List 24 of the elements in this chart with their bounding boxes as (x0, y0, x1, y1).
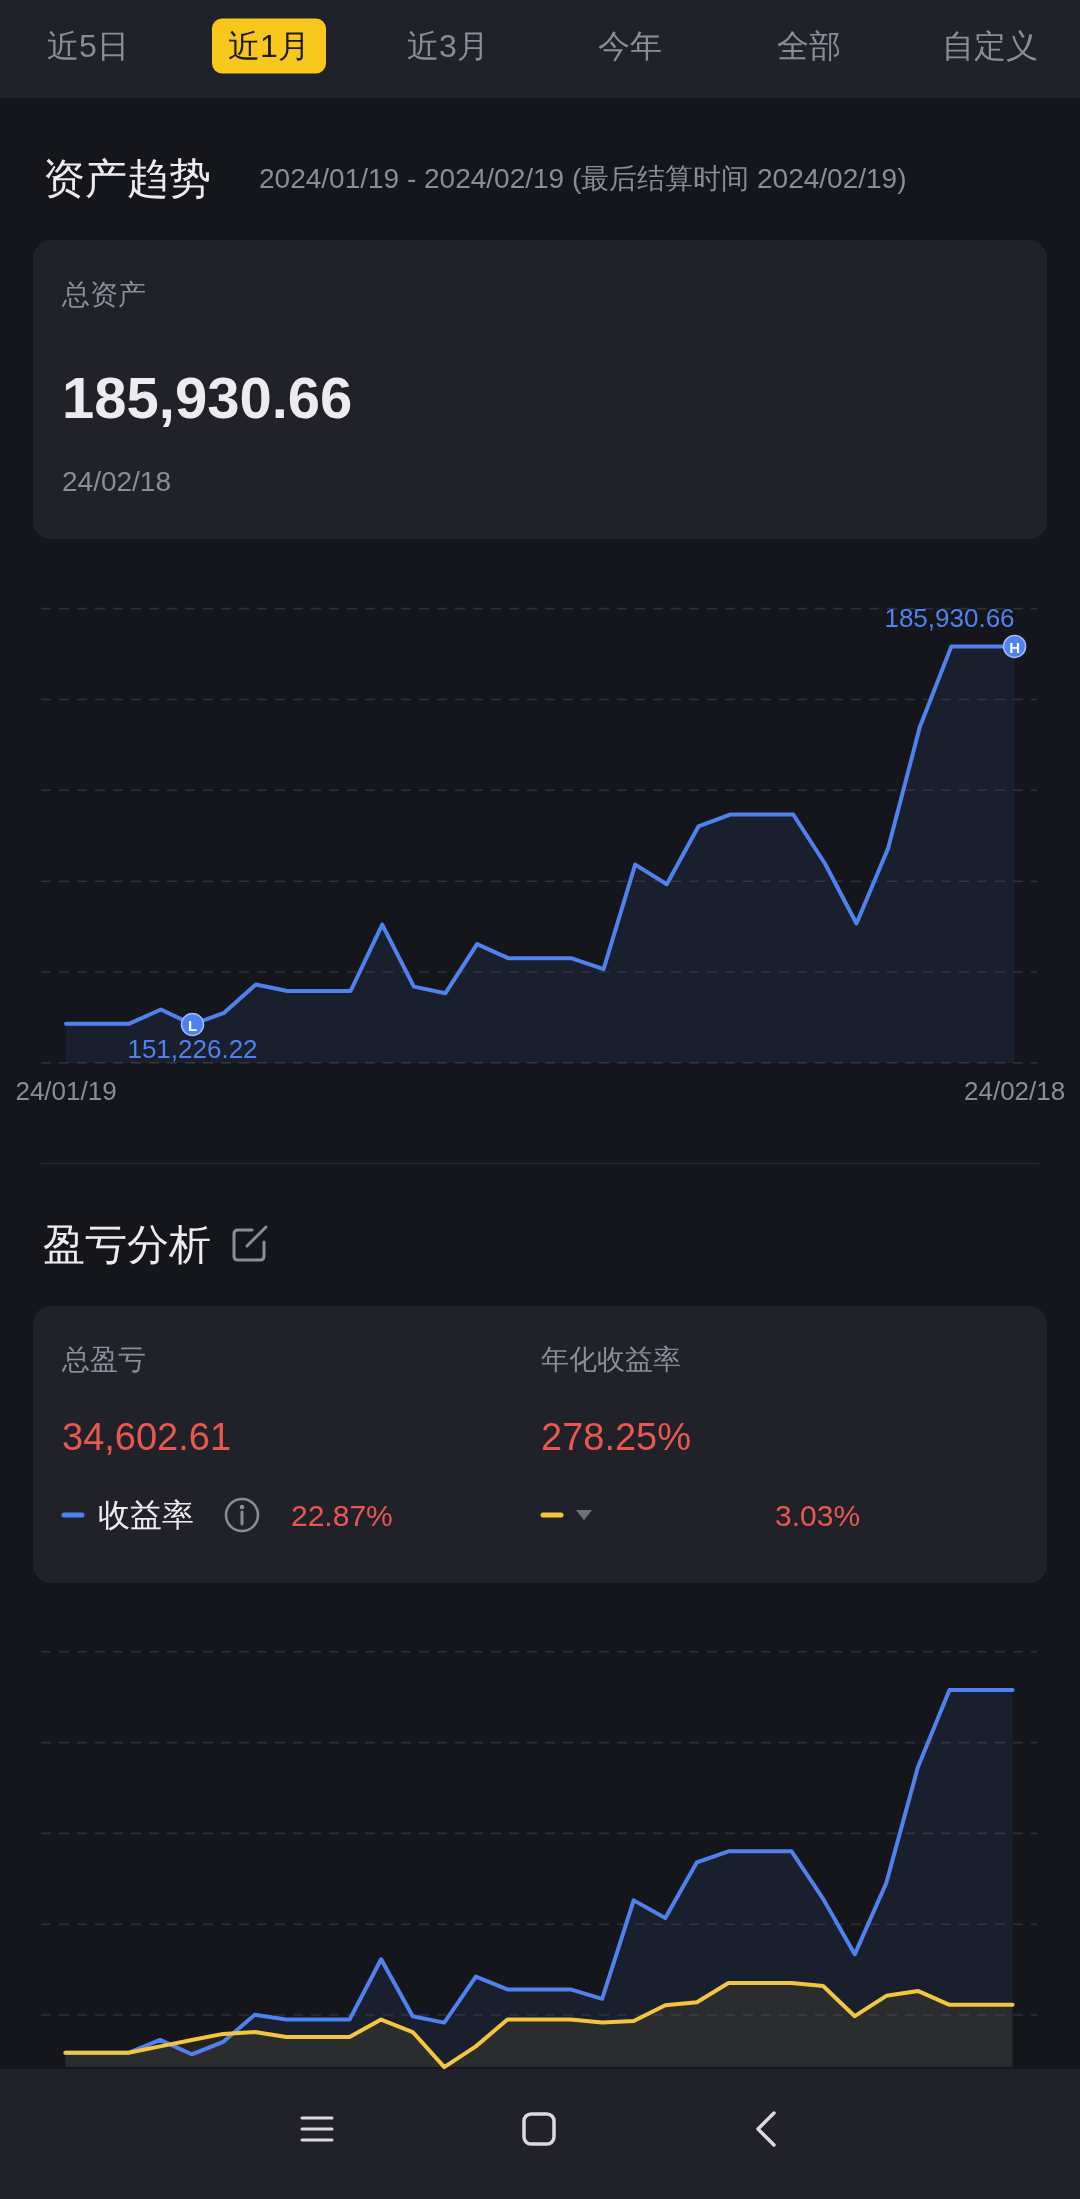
text: 22.87% (291, 1498, 393, 1532)
text: 3.03% (775, 1498, 861, 1532)
category-label: 今年 (598, 28, 662, 64)
x-tick-label: 24/01/19 (15, 1075, 117, 1106)
category-label: 近3月 (407, 28, 489, 64)
text: 34,602.61 (62, 1416, 232, 1458)
text: 年化收益率 (541, 1343, 681, 1375)
data-label: 151,226.22 (127, 1034, 258, 1065)
text: 2024/01/19 - 2024/02/19 (最后结算时间 2024/02/19) (259, 162, 907, 194)
text: 总盈亏 (61, 1343, 146, 1375)
text: 资产趋势 (43, 154, 211, 202)
data-label: 185,930.66 (884, 603, 1015, 634)
text: 278.25% (541, 1416, 692, 1458)
category-label: 近1月 (228, 28, 310, 64)
annotation: L (187, 1016, 198, 1034)
annotation: H (1009, 638, 1021, 656)
text: 盈亏分析 (43, 1220, 211, 1268)
text: 185,930.66 (62, 364, 353, 430)
category-label: 自定义 (942, 28, 1038, 64)
text: 总资产 (61, 278, 146, 310)
text: 24/02/18 (62, 465, 171, 497)
category-label: 全部 (777, 28, 841, 64)
category-label: 近5日 (47, 28, 129, 64)
legend-label: 收益率 (98, 1497, 194, 1533)
